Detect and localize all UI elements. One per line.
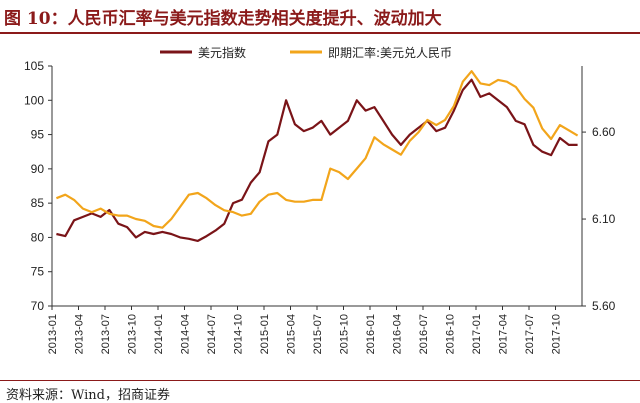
chart-series	[55, 70, 579, 242]
y-left-tick-label: 80	[31, 230, 45, 244]
figure-title-bar: 图 10：人民币汇率与美元指数走势相关度提升、波动加大	[0, 0, 640, 34]
legend-label-usd-index: 美元指数	[198, 45, 246, 60]
x-tick-label: 2013-01	[47, 314, 59, 354]
x-tick-label: 2016-10	[445, 314, 457, 354]
y-left-tick-label: 105	[24, 59, 44, 73]
y-right-tick-label: 5.60	[592, 299, 616, 313]
x-tick-label: 2014-07	[206, 314, 218, 354]
y-left-tick-label: 85	[31, 196, 45, 210]
x-tick-label: 2015-07	[312, 314, 324, 354]
x-tick-label: 2014-04	[180, 314, 192, 354]
y-right-tick-label: 6.60	[592, 125, 616, 139]
x-tick-label: 2013-07	[100, 314, 112, 354]
footer-divider	[0, 380, 640, 381]
figure-title: 图 10：人民币汇率与美元指数走势相关度提升、波动加大	[4, 9, 442, 29]
x-tick-label: 2014-10	[233, 314, 245, 354]
y-right-tick-label: 6.10	[592, 212, 616, 226]
y-left-tick-label: 70	[31, 299, 45, 313]
x-tick-label: 2013-10	[127, 314, 139, 354]
x-tick-label: 2017-04	[498, 314, 510, 354]
x-tick-label: 2014-01	[153, 314, 165, 354]
title-divider	[0, 32, 640, 34]
x-tick-label: 2017-10	[551, 314, 563, 354]
y-left-tick-label: 95	[31, 128, 45, 142]
x-tick-label: 2016-07	[418, 314, 430, 354]
x-tick-label: 2015-01	[259, 314, 271, 354]
x-tick-label: 2015-04	[286, 314, 298, 354]
y-left-tick-label: 100	[24, 93, 44, 107]
x-tick-label: 2017-07	[524, 314, 536, 354]
x-tick-label: 2016-04	[392, 314, 404, 354]
y-left-tick-label: 75	[31, 265, 45, 279]
y-left-tick-label: 90	[31, 162, 45, 176]
series-usd-index-line	[56, 78, 578, 242]
x-tick-label: 2017-01	[471, 314, 483, 354]
line-chart: 70 75 80 85 90 95 100 105 5.60 6.10 6.60 2013-01 201…	[24, 45, 616, 354]
series-usdcny-line	[55, 70, 579, 229]
legend-label-usdcny: 即期汇率:美元兑人民币	[328, 45, 452, 60]
x-tick-label: 2016-01	[365, 314, 377, 354]
x-tick-label: 2013-04	[74, 314, 86, 354]
x-tick-label: 2015-10	[339, 314, 351, 354]
chart-axes: 70 75 80 85 90 95 100 105 5.60 6.10 6.60 2013-01 201…	[24, 59, 616, 354]
chart-legend: 美元指数 即期汇率:美元兑人民币	[160, 45, 452, 60]
source-note: 资料来源：Wind，招商证券	[6, 388, 170, 403]
